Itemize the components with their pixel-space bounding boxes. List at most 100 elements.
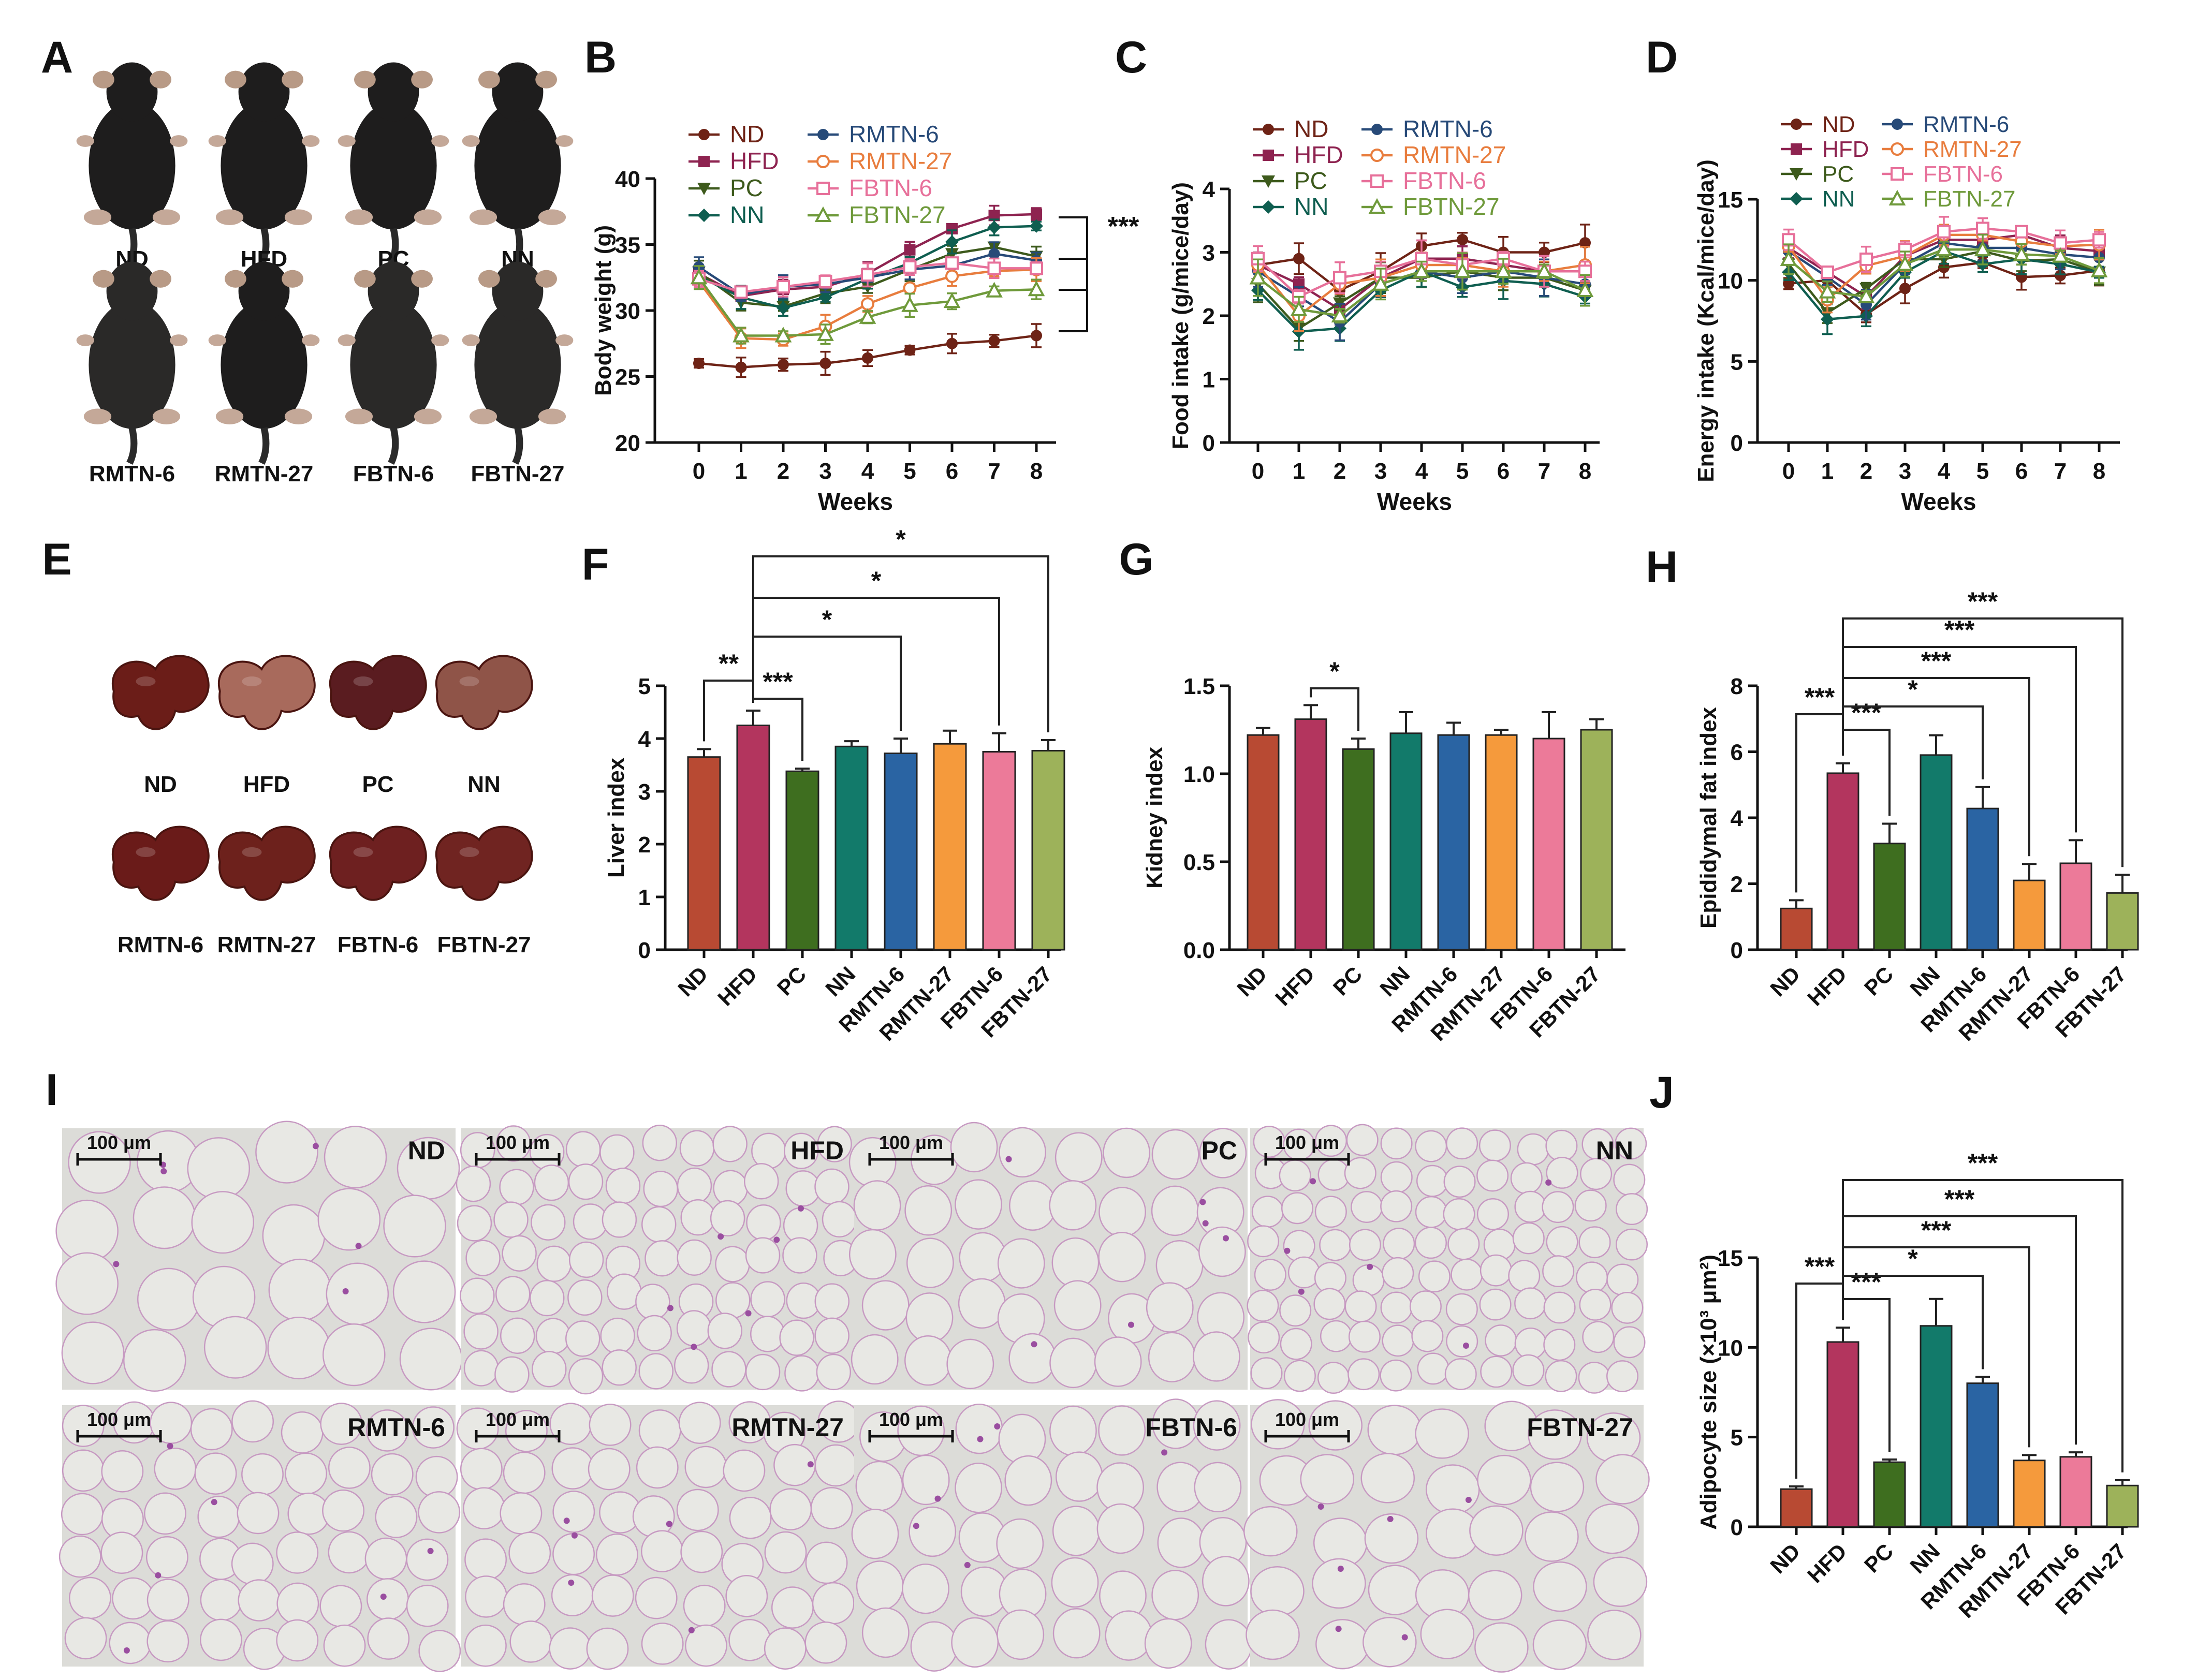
- data-point: [945, 256, 959, 270]
- x-tick-label: 3: [1899, 459, 1911, 484]
- adipocyte: [783, 1132, 819, 1169]
- nucleus: [1161, 1449, 1168, 1456]
- x-tick-label: 4: [861, 459, 874, 484]
- significance-label: **: [719, 649, 739, 678]
- nucleus: [1222, 1235, 1229, 1242]
- adipocyte: [144, 1492, 186, 1535]
- mouse-ear: [225, 70, 246, 89]
- mouse-head: [238, 62, 290, 122]
- adipocyte: [532, 1351, 567, 1388]
- x-tick-label: 0: [1252, 459, 1264, 484]
- adipocyte: [364, 1537, 407, 1580]
- adipocyte: [729, 1496, 772, 1539]
- scale-bar-label: 100 μm: [1275, 1409, 1339, 1430]
- bar-rmtn-6: [1966, 1382, 1999, 1528]
- adipocyte: [101, 1450, 144, 1493]
- bar-rmtn-6: [1437, 734, 1470, 951]
- mouse-head: [106, 261, 158, 321]
- adipocyte: [1279, 1294, 1312, 1327]
- nucleus: [977, 1436, 984, 1442]
- data-point: [774, 327, 792, 343]
- adipocyte: [551, 1447, 594, 1490]
- data-point: [1030, 219, 1043, 233]
- adipocyte: [1546, 1157, 1578, 1189]
- adipocyte: [1380, 1359, 1412, 1392]
- adipocyte: [1049, 1337, 1097, 1389]
- adipocyte: [746, 1204, 781, 1241]
- adipocyte: [565, 1131, 601, 1168]
- adipocyte: [771, 1586, 814, 1629]
- histology-tile: 100 μm PC: [848, 1122, 1248, 1390]
- adipocyte: [680, 1199, 715, 1236]
- x-tick-label: NN: [1905, 962, 1944, 1001]
- nucleus: [994, 1423, 1001, 1430]
- mouse-tail: [388, 427, 399, 465]
- data-point: [1891, 167, 1904, 181]
- data-point: [1819, 283, 1836, 299]
- adipocyte: [745, 1237, 781, 1274]
- adipocyte: [1380, 1190, 1413, 1222]
- mouse-paw: [345, 209, 373, 225]
- adipocyte: [1606, 1263, 1639, 1296]
- y-tick-label: 4: [1731, 806, 1744, 831]
- adipocyte: [415, 1455, 458, 1498]
- adipocyte: [503, 1583, 546, 1626]
- bar-nn: [1920, 754, 1953, 951]
- adipocyte: [1247, 1225, 1280, 1258]
- x-tick-label: 4: [1415, 459, 1428, 484]
- mouse-photo: [338, 261, 449, 465]
- liver-shape: [435, 655, 533, 730]
- bar-pc: [1342, 748, 1375, 951]
- mouse-body: [474, 101, 561, 230]
- liver-highlight: [136, 847, 156, 857]
- adipocyte: [1469, 1505, 1524, 1556]
- data-point: [777, 280, 790, 294]
- liver-label: NN: [467, 772, 501, 797]
- adipocyte: [567, 1279, 603, 1316]
- adipocyte: [1416, 1165, 1448, 1197]
- adipocyte: [1380, 1161, 1413, 1193]
- y-tick-label: 3: [638, 779, 651, 805]
- nucleus: [1005, 1156, 1012, 1162]
- adipocyte: [1425, 1464, 1480, 1515]
- data-point: [1249, 269, 1267, 285]
- mouse-paw: [215, 209, 244, 225]
- bar-rmtn-27: [933, 743, 967, 951]
- data-point: [1888, 189, 1906, 205]
- adipocyte: [464, 1624, 507, 1667]
- legend-label: RMTN-6: [1403, 115, 1493, 142]
- adipocyte: [61, 1493, 104, 1536]
- adipocyte: [1054, 1132, 1103, 1183]
- adipocyte: [1474, 1622, 1529, 1673]
- y-tick-label: 0.5: [1183, 850, 1215, 875]
- mouse-paw: [208, 135, 226, 147]
- adipocyte: [1312, 1558, 1366, 1609]
- adipocyte: [1250, 1566, 1305, 1617]
- y-tick-label: 40: [615, 167, 640, 192]
- significance-label: *: [822, 605, 832, 634]
- adipocyte: [1514, 1190, 1547, 1223]
- nucleus: [1337, 1566, 1344, 1572]
- adipocyte: [326, 1262, 389, 1325]
- x-tick-label: ND: [673, 962, 712, 1001]
- adipocyte: [1616, 1193, 1648, 1226]
- data-point: [904, 344, 916, 356]
- adipocyte: [1611, 1292, 1644, 1324]
- mouse-tail: [126, 427, 138, 465]
- data-point: [1368, 198, 1386, 214]
- adipocyte: [1351, 1191, 1383, 1223]
- x-tick-label: 1: [735, 459, 747, 484]
- data-point: [1333, 271, 1346, 285]
- y-tick-label: 15: [1718, 1246, 1743, 1271]
- mouse-photo: [338, 62, 449, 266]
- x-tick-label: 1: [1821, 459, 1834, 484]
- y-tick-label: 0: [1731, 938, 1743, 963]
- adipocyte: [1157, 1517, 1205, 1568]
- x-tick-label: HFD: [1803, 1539, 1851, 1587]
- adipocyte: [1103, 1127, 1151, 1178]
- panel-label-h: H: [1646, 542, 1678, 592]
- significance-label: *: [1908, 1244, 1918, 1273]
- bar-fbtn-27: [2106, 892, 2139, 951]
- x-tick-label: 7: [1538, 459, 1550, 484]
- adipocyte: [638, 1353, 673, 1390]
